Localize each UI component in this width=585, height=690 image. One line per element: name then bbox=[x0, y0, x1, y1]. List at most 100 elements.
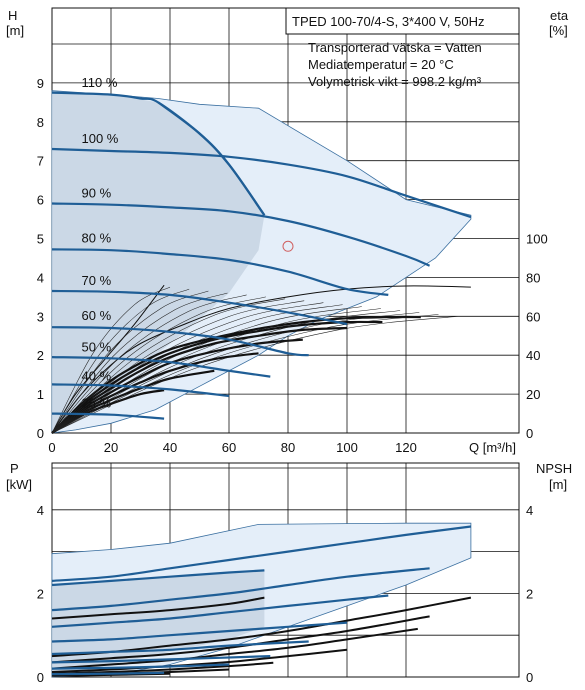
y-tick-label: 0 bbox=[37, 426, 44, 441]
y-tick-label: 6 bbox=[37, 193, 44, 208]
power-curve bbox=[51, 671, 165, 676]
x-tick-label: 40 bbox=[163, 440, 177, 455]
y-tick-label: 1 bbox=[37, 387, 44, 402]
head-curve bbox=[51, 412, 165, 420]
power-curve bbox=[51, 655, 271, 664]
speed-label: 25 % bbox=[82, 396, 112, 411]
x-tick-label: 120 bbox=[395, 440, 417, 455]
y-tick-label: 8 bbox=[37, 115, 44, 130]
y-tick-label: 9 bbox=[37, 76, 44, 91]
power-tick-label: 2 bbox=[37, 586, 44, 601]
efficiency-fan-line bbox=[51, 314, 439, 434]
power-tick-label: 4 bbox=[37, 503, 44, 518]
head-envelope bbox=[51, 90, 472, 434]
speed-label: 60 % bbox=[82, 308, 112, 323]
npsh-tick-label: 4 bbox=[526, 503, 533, 518]
power-axis-label-unit: [kW] bbox=[6, 477, 32, 492]
efficiency-fan-line bbox=[51, 312, 420, 434]
power-envelope bbox=[51, 522, 472, 678]
efficiency-fan-line bbox=[51, 310, 401, 434]
head-curve bbox=[51, 326, 309, 357]
power-curve bbox=[51, 663, 230, 670]
chart-header-title: TPED 100-70/4-S, 3*400 V, 50Hz bbox=[292, 14, 484, 29]
head-chart-ticks: 0 20 40 60 80 100 120 0 1 2 3 4 5 6 7 8 9 0 20 40 60 80 100 bbox=[37, 76, 548, 455]
efficiency-fan-line bbox=[51, 302, 324, 434]
x-tick-label: 20 bbox=[104, 440, 118, 455]
npsh-curve bbox=[51, 627, 418, 670]
npsh-axis-label: NPSH bbox=[536, 461, 572, 476]
max-speed-edge bbox=[157, 101, 266, 216]
speed-label: 50 % bbox=[82, 339, 112, 354]
info-line-density: Volymetrisk vikt = 998.2 kg/m³ bbox=[308, 74, 482, 89]
eta-tick-label: 100 bbox=[526, 232, 548, 247]
head-curve bbox=[51, 356, 271, 378]
eta-tick-label: 80 bbox=[526, 270, 540, 285]
eta-axis-label: eta bbox=[550, 8, 569, 23]
head-curve bbox=[51, 202, 431, 267]
speed-label: 90 % bbox=[82, 186, 112, 201]
speed-label: 70 % bbox=[82, 273, 112, 288]
efficiency-fan-line bbox=[51, 290, 209, 434]
efficiency-fan-line bbox=[51, 304, 343, 434]
y-tick-label: 4 bbox=[37, 270, 44, 285]
head-curve bbox=[51, 147, 472, 219]
y-tick-label: 5 bbox=[37, 232, 44, 247]
x-tick-label: 0 bbox=[48, 440, 55, 455]
flow-axis-label: Q [m³/h] bbox=[469, 440, 516, 455]
eta-axis-unit: [%] bbox=[549, 23, 568, 38]
eta-tick-label: 0 bbox=[526, 426, 533, 441]
x-tick-label: 60 bbox=[222, 440, 236, 455]
head-curves: 110 % 100 % 90 % 80 % 70 % 60 % 50 % 40 % 25 % bbox=[51, 75, 472, 434]
efficiency-curve bbox=[51, 338, 303, 434]
head-curve bbox=[51, 248, 389, 296]
x-tick-label: 80 bbox=[281, 440, 295, 455]
eta-tick-label: 20 bbox=[526, 387, 540, 402]
power-axis-label-p: P bbox=[10, 461, 19, 476]
speed-label: 110 % bbox=[82, 75, 118, 90]
x-tick-label: 100 bbox=[336, 440, 358, 455]
head-curve bbox=[51, 289, 348, 326]
efficiency-curve bbox=[51, 285, 471, 434]
efficiency-fan-line bbox=[51, 308, 381, 434]
head-curve bbox=[51, 383, 230, 398]
shaded-region bbox=[52, 92, 265, 433]
power-curve bbox=[51, 640, 309, 656]
npsh-tick-label: 0 bbox=[526, 670, 533, 685]
head-axis-label-h: H bbox=[8, 8, 17, 23]
power-tick-label: 0 bbox=[37, 670, 44, 685]
efficiency-fan-line bbox=[51, 294, 247, 434]
power-curve bbox=[51, 621, 348, 643]
info-line-temperature: Mediatemperatur = 20 °C bbox=[308, 57, 454, 72]
efficiency-fan-line bbox=[51, 306, 362, 434]
power-chart-ticks: 0 2 4 0 2 4 bbox=[37, 503, 533, 685]
power-shaded-region bbox=[52, 570, 265, 677]
info-line-liquid: Transporterad vätska = Vatten bbox=[308, 40, 482, 55]
power-curve bbox=[51, 594, 389, 628]
power-curves bbox=[51, 525, 472, 677]
efficiency-curve bbox=[51, 369, 215, 434]
power-curve bbox=[51, 569, 265, 587]
y-tick-label: 2 bbox=[37, 348, 44, 363]
efficiency-fan-line bbox=[51, 298, 286, 434]
duty-point bbox=[282, 240, 294, 252]
efficiency-fan-line bbox=[51, 316, 458, 434]
npsh-axis-unit: [m] bbox=[549, 477, 567, 492]
speed-label: 100 % bbox=[82, 131, 119, 146]
eta-tick-label: 40 bbox=[526, 348, 540, 363]
header-box bbox=[285, 7, 520, 35]
eta-tick-label: 60 bbox=[526, 309, 540, 324]
npsh-curve bbox=[51, 615, 430, 664]
npsh-curve bbox=[51, 596, 265, 620]
npsh-tick-label: 2 bbox=[526, 586, 533, 601]
npsh-curve bbox=[51, 648, 348, 673]
head-axis-label-unit: [m] bbox=[6, 23, 24, 38]
npsh-curve bbox=[51, 661, 274, 675]
efficiency-fan-line bbox=[51, 300, 305, 434]
speed-label: 80 % bbox=[82, 230, 112, 245]
y-tick-label: 7 bbox=[37, 154, 44, 169]
power-curve bbox=[51, 525, 472, 582]
speed-label: 40 % bbox=[82, 368, 112, 383]
y-tick-label: 3 bbox=[37, 309, 44, 324]
power-curve bbox=[51, 567, 430, 612]
